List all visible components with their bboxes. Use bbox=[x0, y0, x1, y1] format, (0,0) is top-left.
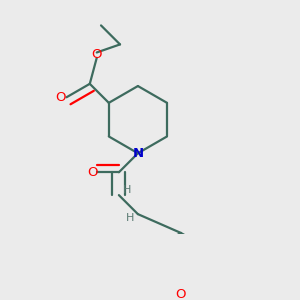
Text: O: O bbox=[176, 288, 186, 300]
Text: O: O bbox=[55, 91, 66, 104]
Text: O: O bbox=[87, 166, 97, 179]
Text: N: N bbox=[132, 147, 143, 160]
Text: H: H bbox=[126, 213, 134, 223]
Text: H: H bbox=[123, 185, 131, 195]
Text: O: O bbox=[92, 48, 102, 61]
